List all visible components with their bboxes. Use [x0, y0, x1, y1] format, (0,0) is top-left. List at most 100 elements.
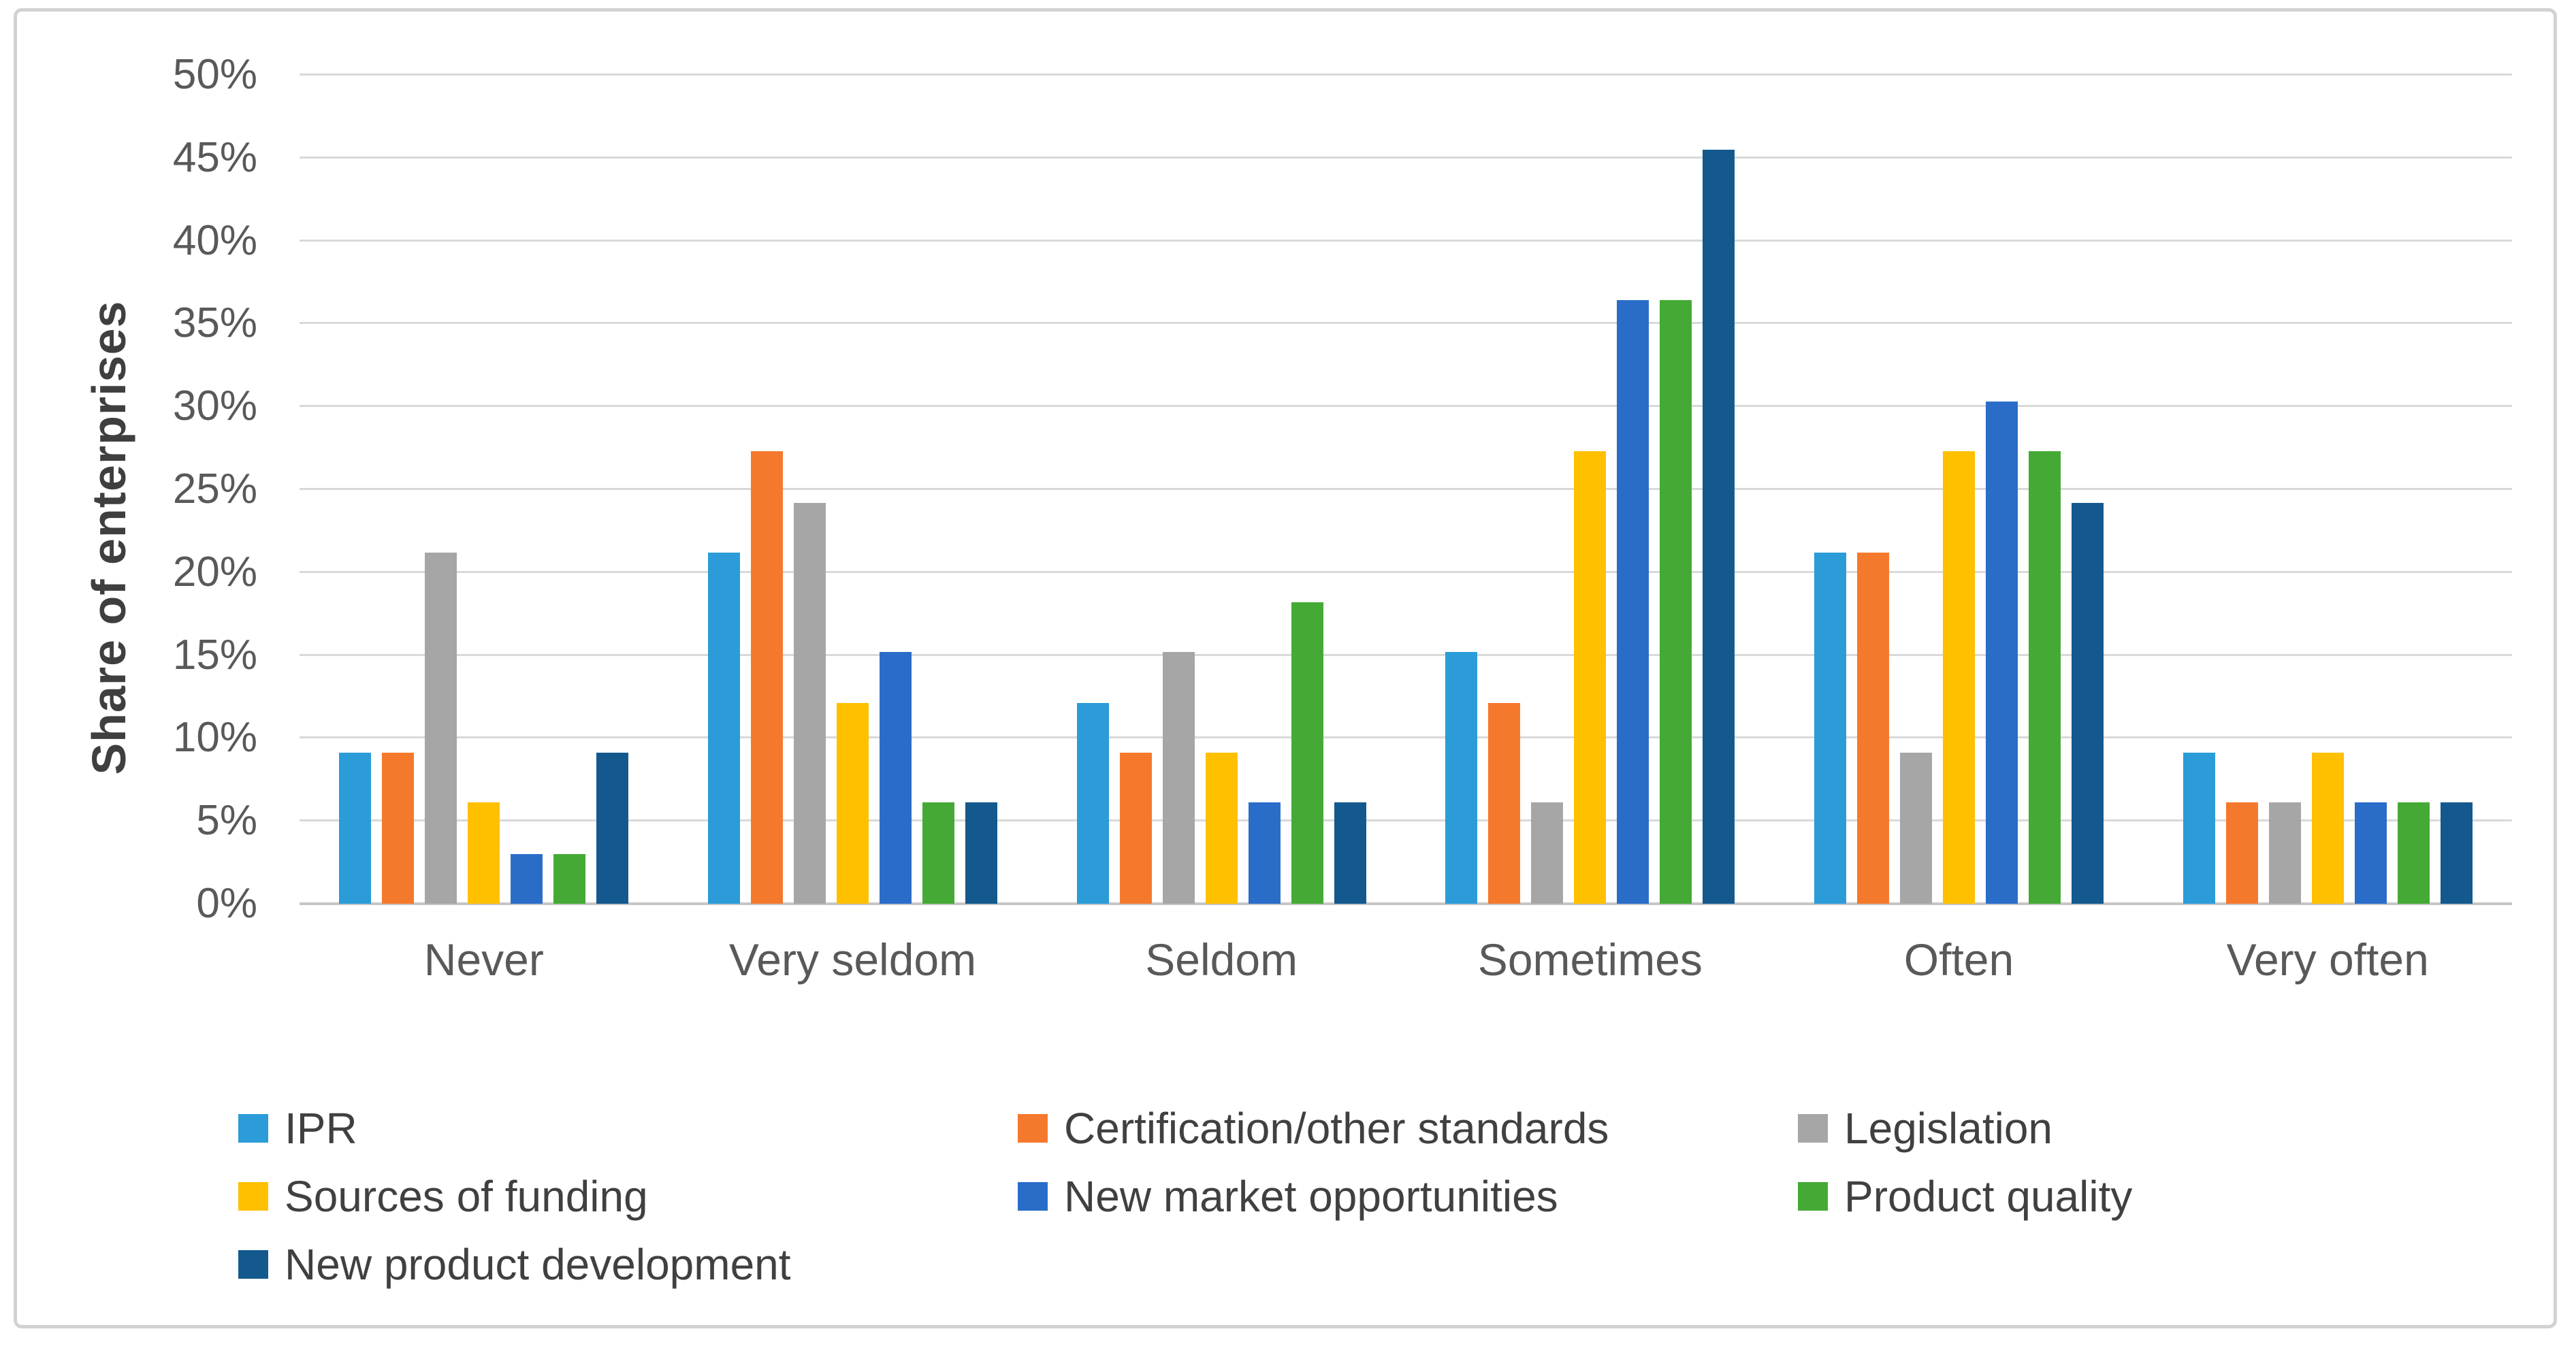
y-tick-label: 50% — [172, 51, 257, 98]
bar — [1488, 703, 1521, 904]
bar — [468, 802, 500, 904]
legend-label: Certification/other standards — [1064, 1104, 1609, 1153]
x-axis-line — [300, 902, 2512, 905]
legend-label: New product development — [285, 1240, 791, 1289]
x-category-label: Very seldom — [728, 934, 977, 985]
bar — [1445, 651, 1478, 904]
bar — [2397, 802, 2430, 904]
bar — [1857, 552, 1890, 904]
bar — [2072, 502, 2104, 904]
bar — [1574, 451, 1607, 904]
legend-item: Certification/other standards — [1018, 1101, 1609, 1156]
y-tick-label: 35% — [172, 299, 257, 347]
bar — [425, 552, 457, 904]
bar — [1291, 602, 1323, 904]
bar — [2440, 802, 2473, 904]
bar — [837, 703, 869, 904]
gridline — [300, 405, 2512, 408]
y-tick-label: 40% — [172, 216, 257, 264]
legend-item: New product development — [238, 1237, 791, 1292]
bar — [553, 853, 586, 904]
gridline — [300, 322, 2512, 325]
bar — [794, 502, 826, 904]
legend-label: New market opportunities — [1064, 1172, 1558, 1221]
x-category-label: Very often — [2226, 934, 2429, 985]
bar-group-often — [1775, 75, 2144, 904]
bar — [1660, 300, 1692, 904]
legend-item: Sources of funding — [238, 1169, 648, 1224]
bar — [2183, 753, 2215, 904]
legend-label: Product quality — [1844, 1172, 2133, 1221]
bar-group-very-seldom — [669, 75, 1037, 904]
plot-area — [300, 73, 2512, 905]
gridline — [300, 488, 2512, 490]
legend-item: New market opportunities — [1018, 1169, 1558, 1224]
bar-group-very-often — [2143, 75, 2512, 904]
y-tick-label: 30% — [172, 382, 257, 430]
bar — [1119, 753, 1152, 904]
gridline — [300, 73, 2512, 76]
bar — [1531, 802, 1564, 904]
y-axis-title: Share of enterprises — [82, 300, 135, 775]
legend-label: IPR — [285, 1104, 357, 1153]
y-tick-label: 15% — [172, 631, 257, 678]
bar-group-seldom — [1037, 75, 1406, 904]
y-tick-label: 25% — [172, 465, 257, 512]
bar — [1076, 703, 1109, 904]
y-tick-label: 5% — [196, 797, 257, 845]
legend-label: Sources of funding — [285, 1172, 648, 1221]
bar — [596, 753, 629, 904]
legend-swatch — [1798, 1182, 1828, 1211]
gridline — [300, 819, 2512, 822]
bar — [2029, 451, 2061, 904]
bars-layer — [300, 75, 2512, 904]
bar — [511, 853, 543, 904]
bar — [2354, 802, 2387, 904]
legend-item: Legislation — [1798, 1101, 2052, 1156]
x-category-label: Sometimes — [1477, 934, 1703, 985]
gridline — [300, 239, 2512, 242]
bar — [2225, 802, 2258, 904]
bar — [965, 802, 997, 904]
gridline — [300, 156, 2512, 159]
x-category-label: Never — [423, 934, 544, 985]
legend-swatch — [1018, 1182, 1048, 1211]
bar — [1703, 149, 1735, 904]
bar — [1334, 802, 1366, 904]
x-category-label: Often — [1903, 934, 2014, 985]
legend-label: Legislation — [1844, 1104, 2052, 1153]
bar — [1986, 401, 2018, 904]
bar — [1617, 300, 1649, 904]
legend-swatch — [238, 1114, 268, 1143]
bar-group-never — [300, 75, 669, 904]
bar — [2311, 753, 2344, 904]
bar — [2268, 802, 2301, 904]
gridline — [300, 570, 2512, 573]
bar — [339, 753, 372, 904]
y-tick-label: 45% — [172, 133, 257, 181]
bar — [1814, 552, 1847, 904]
bar — [1900, 753, 1933, 904]
gridline — [300, 653, 2512, 656]
bar — [708, 552, 740, 904]
legend-swatch — [1018, 1114, 1048, 1143]
bar — [922, 802, 954, 904]
legend-swatch — [1798, 1114, 1828, 1143]
legend-item: Product quality — [1798, 1169, 2132, 1224]
legend-swatch — [238, 1182, 268, 1211]
bar — [1248, 802, 1281, 904]
legend-swatch — [238, 1250, 268, 1279]
y-tick-label: 0% — [196, 880, 257, 927]
x-category-label: Seldom — [1145, 934, 1298, 985]
x-axis-category-labels: Never Very seldom Seldom Sometimes Often Very… — [300, 934, 2512, 985]
y-tick-label: 20% — [172, 548, 257, 595]
bar — [751, 451, 783, 904]
bar — [1162, 651, 1195, 904]
bar — [880, 651, 912, 904]
bar — [382, 753, 415, 904]
bar — [1943, 451, 1976, 904]
bar-group-sometimes — [1406, 75, 1775, 904]
y-tick-label: 10% — [172, 714, 257, 762]
gridline — [300, 736, 2512, 739]
